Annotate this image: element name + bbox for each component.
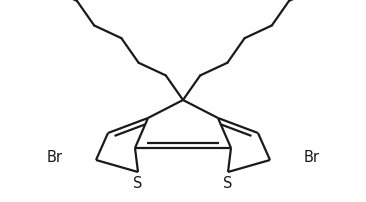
Text: Br: Br <box>304 150 320 165</box>
Text: Br: Br <box>47 150 63 165</box>
Text: S: S <box>223 176 233 191</box>
Text: S: S <box>133 176 143 191</box>
